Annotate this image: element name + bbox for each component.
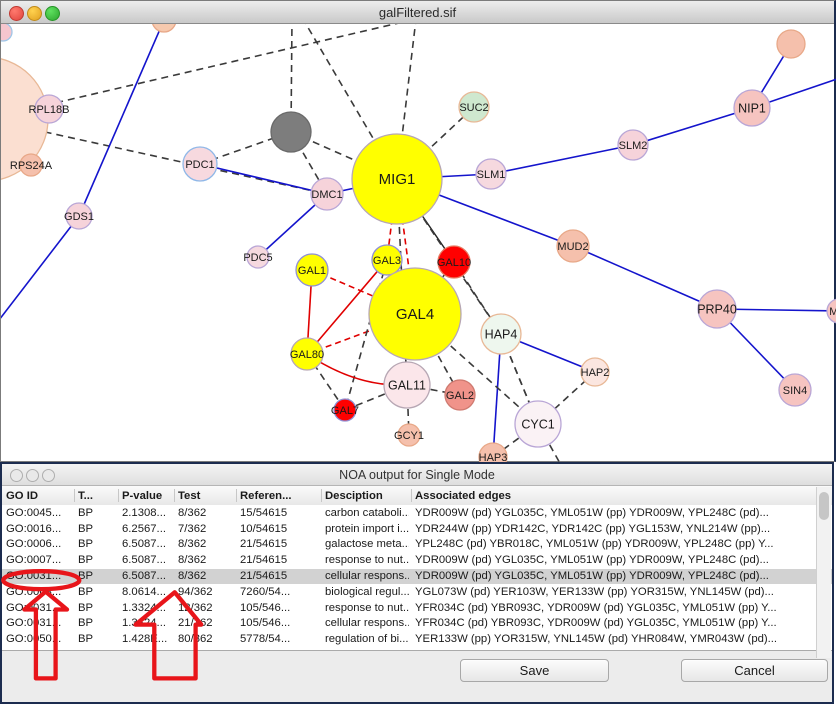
svg-text:GAL4: GAL4 <box>396 306 434 323</box>
svg-text:PDC5: PDC5 <box>243 252 272 264</box>
svg-text:PDC1: PDC1 <box>185 159 214 171</box>
svg-text:GAL7: GAL7 <box>331 405 359 417</box>
svg-text:SLM1: SLM1 <box>477 169 506 181</box>
svg-text:CYC1: CYC1 <box>521 417 554 431</box>
svg-text:GAL80: GAL80 <box>290 349 324 361</box>
svg-text:HAP3: HAP3 <box>479 452 508 462</box>
svg-text:HAP4: HAP4 <box>485 327 518 341</box>
svg-text:GCY1: GCY1 <box>394 430 424 442</box>
svg-text:GAL2: GAL2 <box>446 390 474 402</box>
svg-text:PRP40: PRP40 <box>697 302 737 316</box>
svg-text:MSI: MSI <box>829 306 836 318</box>
svg-text:GAL3: GAL3 <box>373 255 401 267</box>
svg-text:RPS24A: RPS24A <box>10 160 53 172</box>
svg-text:RPL18B: RPL18B <box>29 104 70 116</box>
svg-text:HAP2: HAP2 <box>581 367 610 379</box>
svg-text:MUD2: MUD2 <box>557 241 588 253</box>
svg-text:NIP1: NIP1 <box>738 101 766 115</box>
svg-text:SUC2: SUC2 <box>459 102 488 114</box>
svg-text:GDS1: GDS1 <box>64 211 94 223</box>
svg-text:SLM2: SLM2 <box>619 140 648 152</box>
svg-text:SIN4: SIN4 <box>783 385 807 397</box>
svg-text:GAL11: GAL11 <box>388 378 426 392</box>
svg-text:GAL10: GAL10 <box>437 257 471 269</box>
svg-text:MIG1: MIG1 <box>379 171 416 188</box>
svg-text:DMC1: DMC1 <box>311 189 342 201</box>
svg-text:GAL1: GAL1 <box>298 265 326 277</box>
